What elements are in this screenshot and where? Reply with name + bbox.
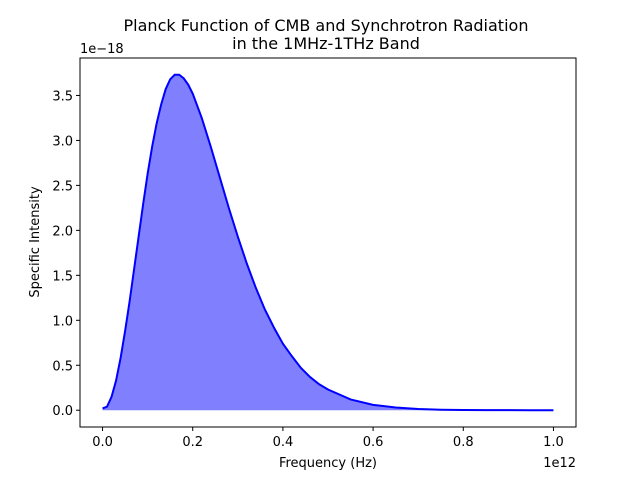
x-axis: 0.0 0.2 0.4 0.6 0.8 1.0 <box>92 427 564 450</box>
y-tick-label-5: 2.5 <box>52 179 73 194</box>
y-axis-label: Specific Intensity <box>28 186 43 298</box>
chart-title-line-1: Planck Function of CMB and Synchrotron R… <box>124 16 529 35</box>
series-fill-area <box>102 74 554 411</box>
y-axis-offset-label: 1e−18 <box>80 42 124 57</box>
x-tick-label-3: 0.6 <box>363 435 384 450</box>
x-tick-label-2: 0.4 <box>273 435 294 450</box>
x-tick-label-5: 1.0 <box>543 435 564 450</box>
y-axis: 0.0 0.5 1.0 1.5 2.0 2.5 3.0 3.5 <box>52 89 80 419</box>
y-tick-label-6: 3.0 <box>52 134 73 149</box>
x-axis-offset-label: 1e12 <box>543 456 576 471</box>
x-tick-label-1: 0.2 <box>182 435 203 450</box>
x-axis-label: Frequency (Hz) <box>279 456 377 471</box>
x-tick-label-0: 0.0 <box>92 435 113 450</box>
y-tick-label-2: 1.0 <box>52 314 73 329</box>
chart-title-line-2: in the 1MHz-1THz Band <box>232 34 420 53</box>
plot-area <box>79 57 577 428</box>
series-line <box>102 73 554 412</box>
x-tick-label-4: 0.8 <box>453 435 474 450</box>
y-tick-label-0: 0.0 <box>52 404 73 419</box>
y-tick-label-3: 1.5 <box>52 269 73 284</box>
y-tick-label-4: 2.0 <box>52 224 73 239</box>
y-tick-label-7: 3.5 <box>52 89 73 104</box>
plot-frame <box>79 57 577 428</box>
y-tick-label-1: 0.5 <box>52 359 73 374</box>
